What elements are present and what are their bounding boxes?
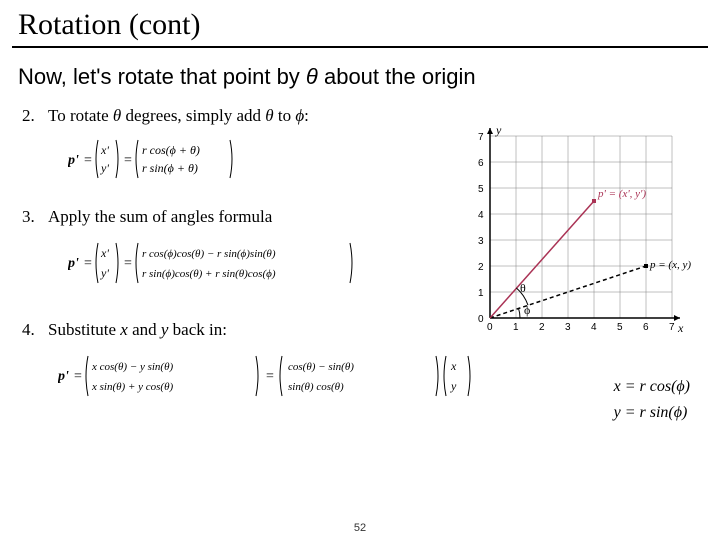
svg-text:p': p' bbox=[68, 153, 79, 168]
svg-text:7: 7 bbox=[669, 322, 675, 333]
svg-text:p': p' bbox=[58, 369, 69, 384]
svg-text:r cos(ϕ + θ): r cos(ϕ + θ) bbox=[142, 143, 200, 157]
svg-text:4: 4 bbox=[478, 210, 484, 221]
formula-2-svg: p' = x' y' = r cos(ϕ + θ) r sin(ϕ + θ) bbox=[68, 136, 238, 182]
svg-text:4: 4 bbox=[591, 322, 597, 333]
item3-text: Apply the sum of angles formula bbox=[48, 207, 272, 226]
svg-text:5: 5 bbox=[478, 184, 484, 195]
item4-b: and bbox=[128, 320, 161, 339]
item2-phi: ϕ bbox=[295, 106, 304, 125]
svg-text:7: 7 bbox=[478, 132, 484, 143]
svg-text:x': x' bbox=[100, 143, 109, 157]
side-line1: x = r cos(ϕ) bbox=[614, 378, 690, 396]
svg-text:r sin(ϕ + θ): r sin(ϕ + θ) bbox=[142, 161, 198, 175]
svg-text:p' = (x', y'): p' = (x', y') bbox=[597, 188, 646, 200]
svg-text:6: 6 bbox=[643, 322, 649, 333]
item2-theta1: θ bbox=[113, 106, 121, 125]
svg-text:p': p' bbox=[68, 256, 79, 271]
item2-b: degrees, simply add bbox=[121, 106, 265, 125]
item-num-3: 3. bbox=[22, 207, 35, 227]
list-item-2: 2. To rotate θ degrees, simply add θ to … bbox=[18, 106, 702, 126]
rotation-chart: 00 1 1 2 2 3 3 4 4 5 5 6 6 7 7 y x ϕθ p = (x, y) p' = (x', … bbox=[466, 128, 706, 348]
item2-theta2: θ bbox=[265, 106, 273, 125]
svg-text:2: 2 bbox=[478, 262, 484, 273]
svg-text:6: 6 bbox=[478, 158, 484, 169]
svg-text:x cos(θ) − y sin(θ): x cos(θ) − y sin(θ) bbox=[91, 361, 173, 373]
svg-text:p = (x, y): p = (x, y) bbox=[649, 259, 691, 271]
svg-text:=: = bbox=[74, 369, 82, 384]
intro-theta: θ bbox=[306, 64, 318, 89]
svg-text:3: 3 bbox=[478, 236, 484, 247]
svg-text:x sin(θ) + y cos(θ): x sin(θ) + y cos(θ) bbox=[91, 381, 173, 393]
svg-text:5: 5 bbox=[617, 322, 623, 333]
svg-text:0: 0 bbox=[478, 314, 484, 325]
formula-2: p' = x' y' = r cos(ϕ + θ) r sin(ϕ + θ) bbox=[68, 136, 238, 182]
side-line2: y = r sin(ϕ) bbox=[614, 404, 690, 422]
item4-x: x bbox=[120, 320, 128, 339]
formula-4-svg: p' = x cos(θ) − y sin(θ) x sin(θ) + y co… bbox=[58, 350, 488, 402]
page-number: 52 bbox=[354, 522, 366, 534]
svg-text:r cos(ϕ)cos(θ) − r sin(ϕ)sin(θ: r cos(ϕ)cos(θ) − r sin(ϕ)sin(θ) bbox=[142, 248, 276, 260]
item2-colon: : bbox=[304, 106, 309, 125]
svg-text:x': x' bbox=[100, 246, 109, 260]
svg-text:y': y' bbox=[100, 266, 109, 280]
intro-prefix: Now, let's rotate that point by bbox=[18, 64, 306, 89]
item2-a: To rotate bbox=[48, 106, 113, 125]
svg-text:cos(θ) − sin(θ): cos(θ) − sin(θ) bbox=[288, 361, 354, 373]
svg-text:1: 1 bbox=[513, 322, 519, 333]
item4-a: Substitute bbox=[48, 320, 120, 339]
svg-text:2: 2 bbox=[539, 322, 545, 333]
side-formulas: x = r cos(ϕ) y = r sin(ϕ) bbox=[614, 378, 690, 422]
item2-c: to bbox=[274, 106, 296, 125]
svg-text:r sin(ϕ)cos(θ) + r sin(θ)cos(ϕ: r sin(ϕ)cos(θ) + r sin(θ)cos(ϕ) bbox=[142, 268, 276, 280]
intro-text: Now, let's rotate that point by θ about … bbox=[0, 60, 720, 100]
svg-text:ϕ: ϕ bbox=[524, 303, 530, 317]
title-underline bbox=[12, 46, 708, 48]
svg-text:x: x bbox=[450, 359, 457, 373]
svg-text:0: 0 bbox=[487, 322, 493, 333]
svg-text:θ: θ bbox=[520, 281, 526, 295]
svg-text:=: = bbox=[84, 153, 92, 168]
item-num-4: 4. bbox=[22, 320, 35, 340]
svg-text:y': y' bbox=[100, 161, 109, 175]
svg-text:x: x bbox=[677, 321, 684, 335]
svg-text:sin(θ) cos(θ): sin(θ) cos(θ) bbox=[288, 381, 344, 393]
formula-3-svg: p' = x' y' = r cos(ϕ)cos(θ) − r sin(ϕ)si… bbox=[68, 237, 358, 289]
page-title: Rotation (cont) bbox=[0, 0, 720, 46]
formula-3: p' = x' y' = r cos(ϕ)cos(θ) − r sin(ϕ)si… bbox=[68, 237, 358, 289]
svg-text:y: y bbox=[495, 128, 502, 137]
svg-text:=: = bbox=[124, 153, 132, 168]
svg-text:=: = bbox=[84, 256, 92, 271]
svg-text:1: 1 bbox=[478, 288, 484, 299]
formula-4: p' = x cos(θ) − y sin(θ) x sin(θ) + y co… bbox=[58, 350, 488, 402]
intro-suffix: about the origin bbox=[318, 64, 476, 89]
svg-text:3: 3 bbox=[565, 322, 571, 333]
item4-c: back in: bbox=[168, 320, 227, 339]
svg-text:=: = bbox=[124, 256, 132, 271]
svg-text:=: = bbox=[266, 369, 274, 384]
item-num-2: 2. bbox=[22, 106, 35, 126]
chart-svg: 00 1 1 2 2 3 3 4 4 5 5 6 6 7 7 y x ϕθ p = (x, y) p' = (x', … bbox=[466, 128, 706, 348]
svg-text:y: y bbox=[450, 379, 457, 393]
